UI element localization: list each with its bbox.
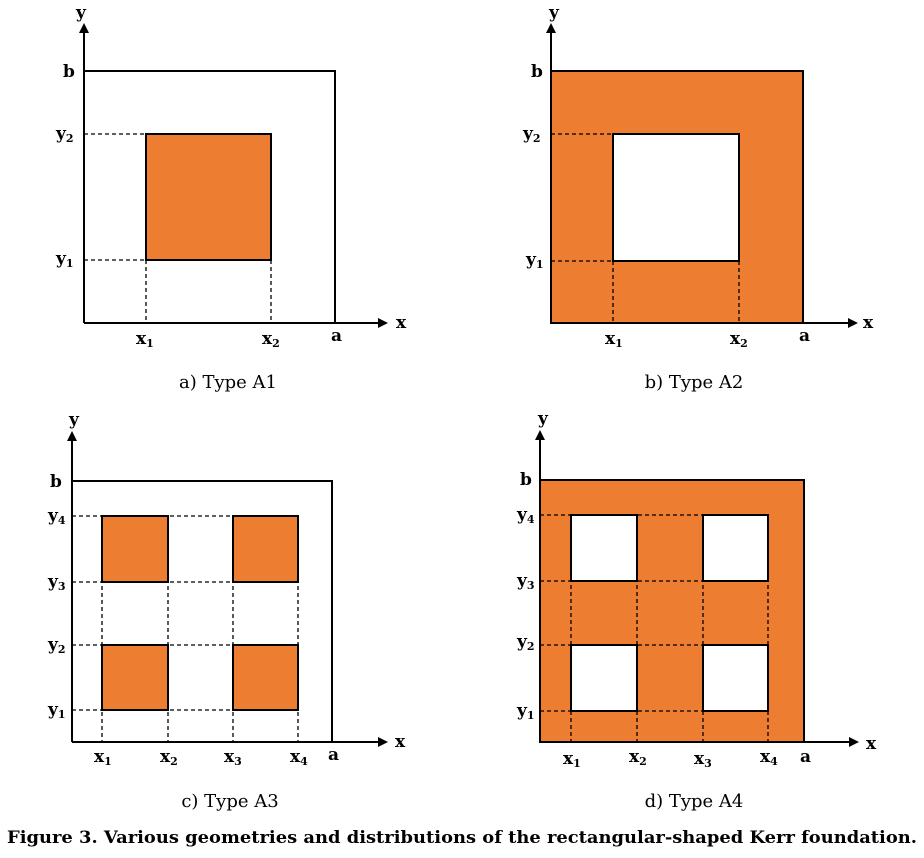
a-label: a xyxy=(331,326,342,346)
x3-label: x3 xyxy=(224,747,242,768)
y2-label: y2 xyxy=(522,124,541,145)
foundation-patch xyxy=(145,133,272,261)
a-label: a xyxy=(799,326,810,346)
y4-label: y4 xyxy=(47,506,66,527)
void-patch xyxy=(702,514,769,582)
b-label: b xyxy=(531,62,543,82)
x4-label: x4 xyxy=(290,747,308,768)
void-patch xyxy=(702,644,769,712)
dashed-guides xyxy=(84,133,272,323)
plate-boundary xyxy=(84,70,336,323)
a-label: a xyxy=(800,747,811,767)
x1-label: x1 xyxy=(605,329,623,350)
x-axis-label: x xyxy=(395,732,406,752)
y2-label: y2 xyxy=(47,635,66,656)
y3-label: y3 xyxy=(516,571,535,592)
y-axis-label: y xyxy=(68,410,80,430)
x2-label: x2 xyxy=(730,329,748,350)
panel-b: y x b a y2 y1 x1 x2 b) Type A2 xyxy=(522,3,874,393)
y2-label: y2 xyxy=(516,632,535,653)
foundation-patch xyxy=(232,515,299,583)
x1-label: x1 xyxy=(94,747,112,768)
void-patch xyxy=(570,644,638,712)
x1-label: x1 xyxy=(136,329,154,350)
y1-label: y1 xyxy=(525,250,544,271)
y1-label: y1 xyxy=(516,701,535,722)
dashed-guides xyxy=(551,133,740,323)
y2-label: y2 xyxy=(55,124,74,145)
y3-label: y3 xyxy=(47,572,66,593)
void-patch xyxy=(612,133,740,262)
x3-label: x3 xyxy=(694,749,712,770)
dashed-guides xyxy=(72,515,299,742)
panel-a: y x b a y2 y1 x1 x2 a) Type A1 xyxy=(55,3,407,393)
panel-caption: a) Type A1 xyxy=(179,372,277,393)
panel-c: y x b a y4 y3 y2 y1 x1 x2 x3 x4 c) Type … xyxy=(47,410,406,812)
plate-boundary xyxy=(72,480,333,742)
b-label: b xyxy=(50,472,62,492)
y4-label: y4 xyxy=(516,505,535,526)
y-axis-label: y xyxy=(75,3,87,23)
b-label: b xyxy=(520,470,532,490)
a-label: a xyxy=(328,745,339,765)
dashed-guides xyxy=(540,514,769,742)
y-axis-label: y xyxy=(548,3,560,23)
void-patch xyxy=(570,514,638,582)
x2-label: x2 xyxy=(629,747,647,768)
x-axis-label: x xyxy=(863,313,874,333)
y1-label: y1 xyxy=(47,700,66,721)
x1-label: x1 xyxy=(563,749,581,770)
x-axis-label: x xyxy=(396,313,407,333)
x2-label: x2 xyxy=(160,747,178,768)
foundation-patch xyxy=(101,644,169,711)
foundation-patch xyxy=(101,515,169,583)
x-axis-label: x xyxy=(866,734,877,754)
panel-caption: c) Type A3 xyxy=(181,791,278,812)
panel-d: y x b a y4 y3 y2 y1 x1 x2 x3 x4 d) Type … xyxy=(516,409,877,812)
figure-caption: Figure 3. Various geometries and distrib… xyxy=(7,828,917,848)
y1-label: y1 xyxy=(55,249,74,270)
y-axis-label: y xyxy=(537,409,549,429)
foundation-patch xyxy=(232,644,299,711)
panel-caption: b) Type A2 xyxy=(645,372,744,393)
x4-label: x4 xyxy=(760,747,778,768)
x2-label: x2 xyxy=(262,329,280,350)
panel-caption: d) Type A4 xyxy=(645,791,744,812)
b-label: b xyxy=(63,62,75,82)
